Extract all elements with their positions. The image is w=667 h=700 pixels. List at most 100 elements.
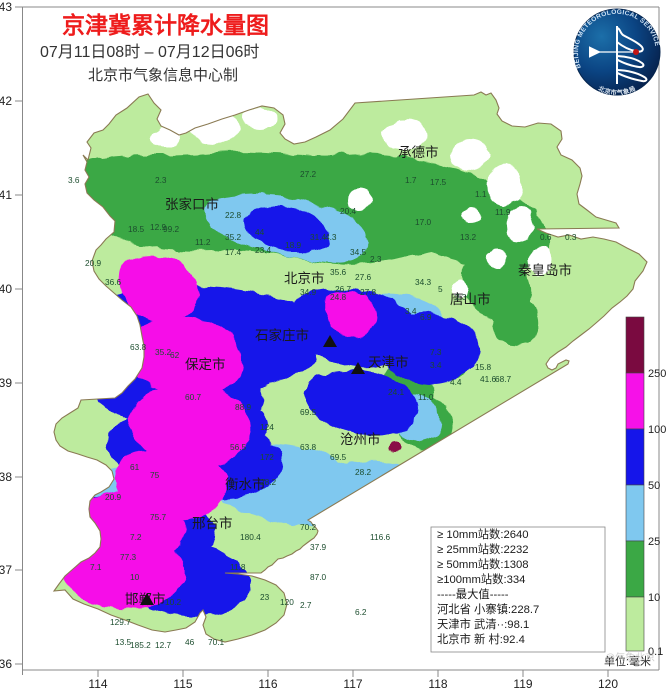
svg-text:185.2: 185.2 <box>130 640 151 650</box>
svg-text:37.9: 37.9 <box>310 542 327 552</box>
svg-text:2.3: 2.3 <box>155 175 167 185</box>
svg-text:63.8: 63.8 <box>300 442 317 452</box>
svg-text:35.2: 35.2 <box>225 232 242 242</box>
svg-text:10: 10 <box>648 592 660 604</box>
svg-text:2.3: 2.3 <box>370 254 382 264</box>
svg-text:37: 37 <box>0 563 12 577</box>
svg-text:22.8: 22.8 <box>225 210 242 220</box>
svg-text:20.9: 20.9 <box>105 492 122 502</box>
svg-text:39: 39 <box>0 376 12 390</box>
svg-text:24.1: 24.1 <box>388 387 405 397</box>
svg-text:34.5: 34.5 <box>350 247 367 257</box>
svg-text:88.9: 88.9 <box>235 402 252 412</box>
svg-text:18.9: 18.9 <box>285 240 302 250</box>
svg-text:12.7: 12.7 <box>155 640 172 650</box>
svg-text:115: 115 <box>173 677 192 691</box>
svg-text:07月11日08时 – 07月12日06时: 07月11日08时 – 07月12日06时 <box>40 43 259 61</box>
svg-text:27.6: 27.6 <box>355 272 372 282</box>
svg-text:17.4: 17.4 <box>225 247 242 257</box>
svg-text:11.8: 11.8 <box>230 562 246 572</box>
svg-text:≥ 25mm站数:2232: ≥ 25mm站数:2232 <box>437 542 529 556</box>
svg-text:0.6: 0.6 <box>540 232 552 242</box>
svg-text:沧州市: 沧州市 <box>340 431 381 447</box>
svg-text:44: 44 <box>255 227 265 237</box>
svg-text:10: 10 <box>130 572 140 582</box>
svg-text:1.1: 1.1 <box>475 189 487 199</box>
svg-text:张家口市: 张家口市 <box>165 196 219 212</box>
svg-text:27.2: 27.2 <box>300 169 317 179</box>
svg-text:87.0: 87.0 <box>310 572 327 582</box>
svg-text:2.7: 2.7 <box>300 600 312 610</box>
svg-text:180.4: 180.4 <box>240 532 261 542</box>
svg-text:承德市: 承德市 <box>398 144 439 160</box>
svg-text:石家庄市: 石家庄市 <box>255 327 309 343</box>
svg-text:25: 25 <box>648 536 660 548</box>
svg-text:114: 114 <box>88 677 107 691</box>
svg-text:250: 250 <box>648 368 666 380</box>
svg-text:62: 62 <box>170 350 180 360</box>
svg-text:129.7: 129.7 <box>110 617 131 627</box>
svg-text:61: 61 <box>130 462 140 472</box>
svg-text:北京市气象信息中心制: 北京市气象信息中心制 <box>88 67 238 84</box>
svg-text:17.0: 17.0 <box>415 217 432 227</box>
svg-text:0.3: 0.3 <box>565 232 577 242</box>
svg-text:42: 42 <box>0 94 12 108</box>
svg-text:75: 75 <box>150 470 160 480</box>
svg-text:28.2: 28.2 <box>355 467 372 477</box>
svg-text:117: 117 <box>343 677 362 691</box>
svg-text:17.5: 17.5 <box>430 177 447 187</box>
svg-text:20.4: 20.4 <box>340 206 357 216</box>
svg-text:118: 118 <box>428 677 447 691</box>
svg-text:3.4: 3.4 <box>430 360 442 370</box>
svg-text:56.5: 56.5 <box>230 442 247 452</box>
svg-text:2.3: 2.3 <box>455 292 467 302</box>
svg-text:天津市 武清··:98.1: 天津市 武清··:98.1 <box>437 617 529 631</box>
svg-text:4.3: 4.3 <box>325 232 337 242</box>
svg-text:15.8: 15.8 <box>475 362 492 372</box>
svg-text:34.9: 34.9 <box>300 287 317 297</box>
svg-text:@气象北京: @气象北京 <box>605 651 655 664</box>
svg-text:63.8: 63.8 <box>130 342 147 352</box>
svg-text:77.3: 77.3 <box>120 552 137 562</box>
svg-text:24.8: 24.8 <box>330 292 347 302</box>
svg-text:116: 116 <box>258 677 277 691</box>
svg-text:23: 23 <box>260 592 270 602</box>
svg-text:6.2: 6.2 <box>355 607 367 617</box>
svg-text:172: 172 <box>260 452 274 462</box>
svg-text:124: 124 <box>260 422 274 432</box>
svg-text:7.1: 7.1 <box>90 562 102 572</box>
svg-text:36.6: 36.6 <box>105 277 122 287</box>
svg-text:北京市: 北京市 <box>284 270 325 286</box>
svg-text:天津市: 天津市 <box>368 354 409 370</box>
svg-text:120: 120 <box>598 677 618 691</box>
svg-text:≥ 10mm站数:2640: ≥ 10mm站数:2640 <box>437 527 529 541</box>
svg-text:≥ 50mm站数:1308: ≥ 50mm站数:1308 <box>437 557 529 571</box>
svg-text:40: 40 <box>0 282 12 296</box>
svg-text:京津冀累计降水量图: 京津冀累计降水量图 <box>62 12 269 38</box>
svg-text:4.4: 4.4 <box>450 377 462 387</box>
svg-text:1.7: 1.7 <box>405 175 417 185</box>
svg-text:27.8: 27.8 <box>360 287 377 297</box>
svg-text:99.2: 99.2 <box>163 224 180 234</box>
svg-text:10.2: 10.2 <box>165 597 182 607</box>
svg-text:邢台市: 邢台市 <box>192 515 233 531</box>
svg-text:69.5: 69.5 <box>330 452 347 462</box>
svg-text:秦皇岛市: 秦皇岛市 <box>518 262 572 278</box>
svg-text:50: 50 <box>648 480 660 492</box>
svg-text:38: 38 <box>0 470 12 484</box>
svg-text:≥100mm站数:334: ≥100mm站数:334 <box>437 572 525 586</box>
svg-text:5: 5 <box>438 284 443 294</box>
svg-text:河北省 小寨镇:228.7: 河北省 小寨镇:228.7 <box>437 602 539 616</box>
svg-text:3.4: 3.4 <box>405 306 417 316</box>
svg-text:北京市 新 村:92.4: 北京市 新 村:92.4 <box>437 632 525 646</box>
svg-text:100: 100 <box>648 424 666 436</box>
svg-text:保定市: 保定市 <box>185 356 226 372</box>
svg-text:11.9: 11.9 <box>495 207 511 217</box>
svg-text:60.7: 60.7 <box>185 392 202 402</box>
svg-text:3.6: 3.6 <box>68 175 80 185</box>
svg-text:7.2: 7.2 <box>130 532 142 542</box>
svg-text:13.2: 13.2 <box>460 232 477 242</box>
svg-text:35.6: 35.6 <box>330 267 347 277</box>
svg-text:11.2: 11.2 <box>195 237 211 247</box>
svg-text:68.7: 68.7 <box>495 374 512 384</box>
